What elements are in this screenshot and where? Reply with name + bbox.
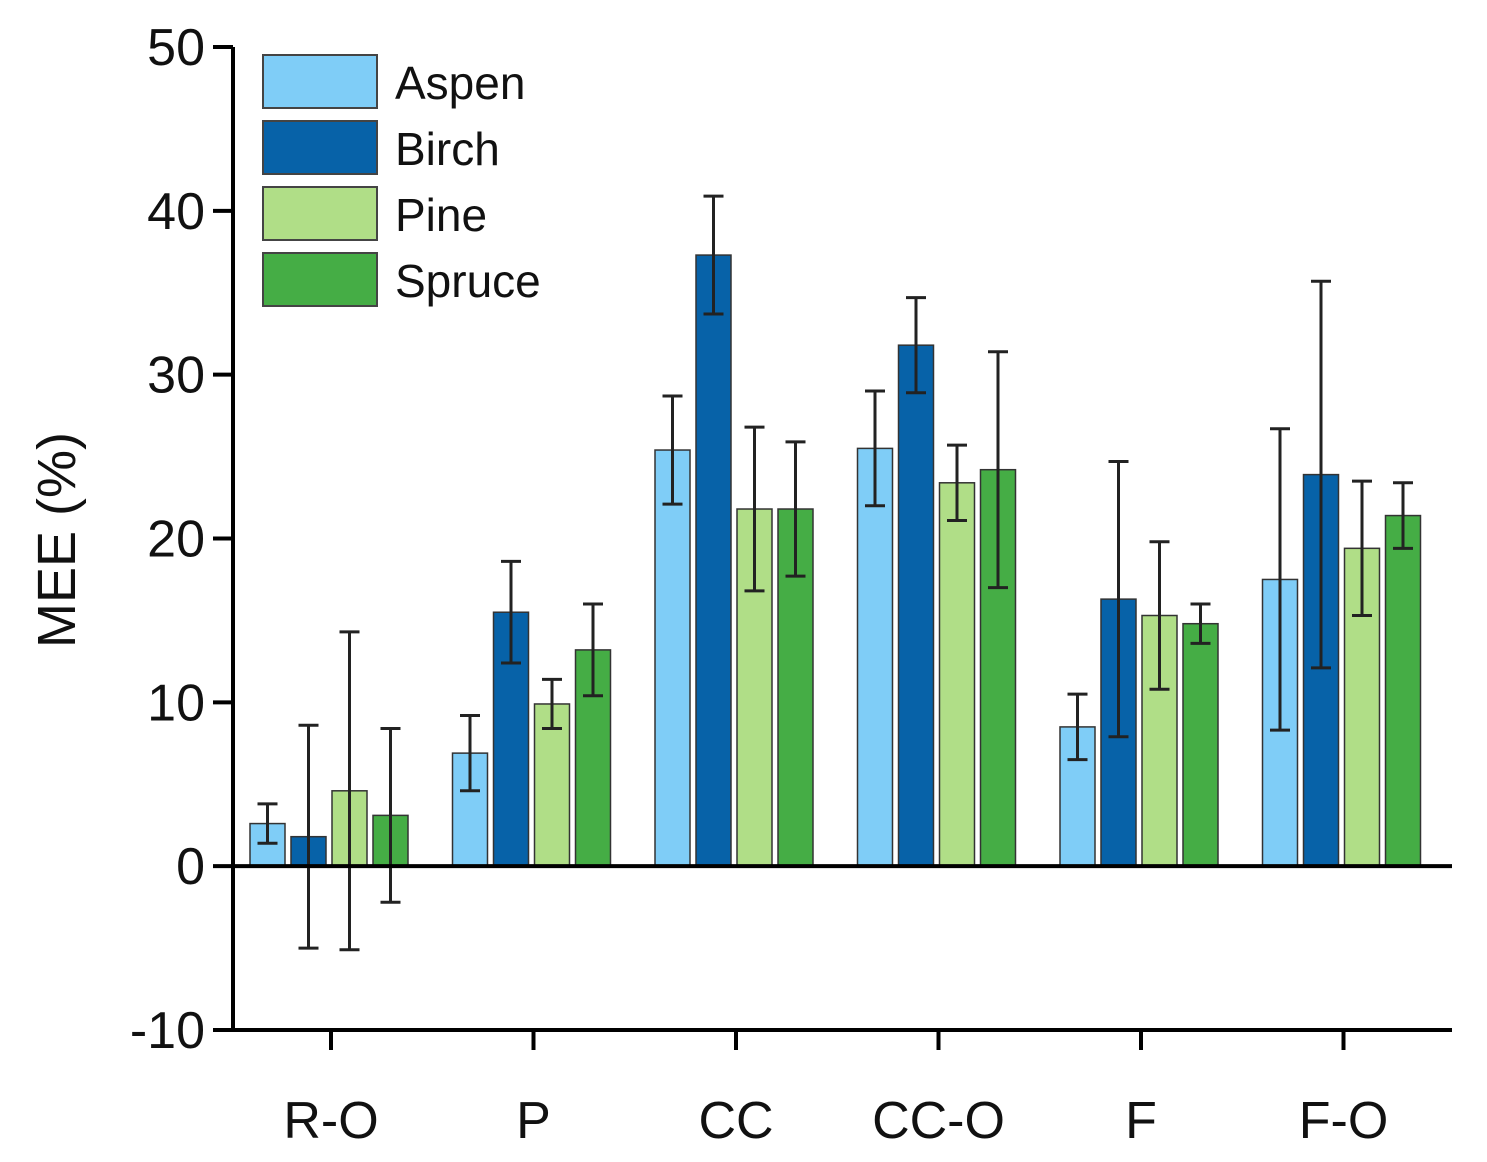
bar-aspen-cc bbox=[654, 449, 691, 867]
error-bars-layer bbox=[257, 194, 1413, 952]
legend-label-pine: Pine bbox=[395, 189, 487, 241]
bar-pine-f-o bbox=[1343, 547, 1381, 867]
bar-spruce-f bbox=[1182, 622, 1219, 867]
x-tick-label: F-O bbox=[1299, 1092, 1389, 1150]
error-bar bbox=[744, 425, 765, 593]
bar-aspen-cc-o bbox=[856, 447, 894, 867]
error-bar bbox=[1149, 540, 1170, 691]
error-bar bbox=[380, 727, 401, 904]
error-bar bbox=[947, 443, 967, 522]
x-tick-label: F bbox=[1125, 1092, 1157, 1150]
error-bar bbox=[662, 394, 683, 506]
error-bar bbox=[501, 559, 521, 665]
error-bar bbox=[583, 602, 603, 698]
bar-birch-cc-o bbox=[897, 344, 935, 867]
error-bar bbox=[1352, 479, 1372, 618]
error-bar bbox=[1067, 692, 1088, 762]
y-ticks: -10 0 10 20 30 40 50 bbox=[130, 19, 233, 1060]
bar-spruce-f-o bbox=[1384, 514, 1422, 867]
error-bar bbox=[865, 389, 885, 508]
bar-pine-cc-o bbox=[938, 482, 976, 867]
error-bar bbox=[1311, 279, 1331, 670]
bar-birch-cc bbox=[695, 254, 732, 867]
legend-label-aspen: Aspen bbox=[395, 57, 525, 109]
legend-swatch-birch bbox=[262, 120, 378, 175]
legend-label-birch: Birch bbox=[395, 123, 500, 175]
error-bar bbox=[257, 802, 278, 845]
legend-swatch-spruce bbox=[262, 252, 378, 307]
x-tick-label: R-O bbox=[283, 1092, 378, 1150]
error-bar bbox=[785, 440, 806, 578]
bars-layer bbox=[249, 254, 1422, 867]
error-bar bbox=[298, 723, 319, 950]
x-tick-label: CC-O bbox=[872, 1092, 1005, 1150]
x-tick-label: P bbox=[516, 1092, 551, 1150]
y-tick-label: -10 bbox=[130, 1002, 205, 1060]
legend-label-spruce: Spruce bbox=[395, 255, 541, 307]
y-tick-label: 20 bbox=[147, 511, 205, 569]
legend-swatch-pine bbox=[262, 186, 378, 241]
error-bar bbox=[906, 296, 926, 395]
error-bar bbox=[988, 350, 1008, 590]
x-tick-label: CC bbox=[698, 1092, 773, 1150]
y-tick-label: 40 bbox=[147, 183, 205, 241]
legend-swatch-aspen bbox=[262, 54, 378, 109]
error-bar bbox=[1270, 427, 1290, 732]
error-bar bbox=[1190, 602, 1211, 645]
error-bar bbox=[1393, 481, 1413, 550]
error-bar bbox=[339, 630, 360, 952]
y-tick-label: 50 bbox=[147, 19, 205, 77]
y-tick-label: 10 bbox=[147, 674, 205, 732]
y-axis-title: MEE (%) bbox=[27, 432, 87, 648]
error-bar bbox=[542, 677, 562, 731]
y-tick-label: 0 bbox=[176, 838, 205, 896]
x-ticks: R-O P CC CC-O F F-O bbox=[283, 1030, 1388, 1150]
legend: Aspen Birch Pine Spruce bbox=[262, 54, 541, 307]
error-bar bbox=[1108, 459, 1129, 739]
y-tick-label: 30 bbox=[147, 347, 205, 405]
error-bar bbox=[460, 713, 480, 793]
error-bar bbox=[703, 194, 724, 316]
